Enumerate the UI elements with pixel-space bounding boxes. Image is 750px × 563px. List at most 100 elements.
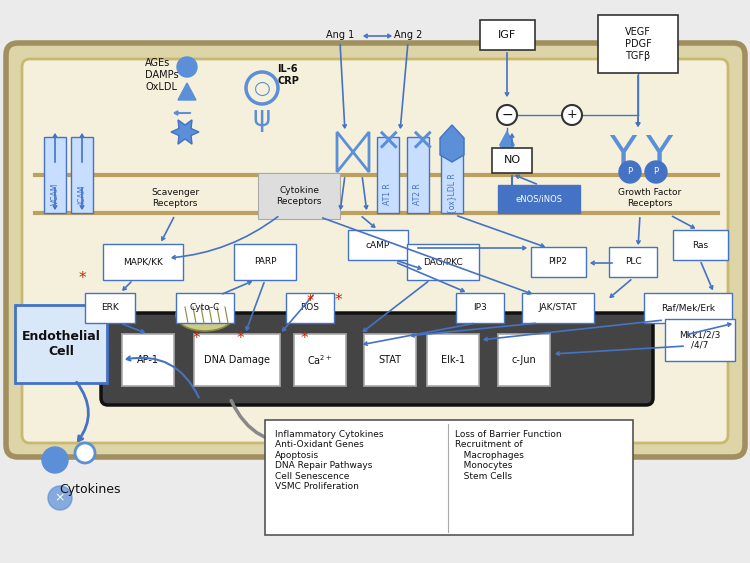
Text: *: *: [334, 293, 342, 307]
Text: AT1 R: AT1 R: [383, 183, 392, 205]
Text: *: *: [307, 293, 314, 307]
FancyBboxPatch shape: [101, 313, 653, 405]
Text: +: +: [567, 109, 578, 122]
Polygon shape: [499, 130, 515, 158]
Bar: [492, 148, 532, 173]
FancyBboxPatch shape: [22, 59, 728, 443]
Text: VCAM: VCAM: [50, 183, 59, 205]
Text: ERK: ERK: [101, 303, 118, 312]
Circle shape: [497, 105, 517, 125]
Circle shape: [48, 486, 72, 510]
Circle shape: [619, 161, 641, 183]
Polygon shape: [440, 125, 464, 162]
Bar: [407, 244, 479, 280]
Text: Loss of Barrier Function
Recruitment of
   Macrophages
   Monocytes
   Stem Cell: Loss of Barrier Function Recruitment of …: [455, 430, 562, 481]
Bar: [609, 247, 657, 277]
Bar: [234, 244, 296, 280]
Text: Ca$^{2+}$: Ca$^{2+}$: [308, 353, 333, 367]
Bar: [286, 293, 334, 323]
Text: ✕: ✕: [410, 128, 435, 158]
Bar: [348, 230, 408, 260]
Text: Growth Factor
Receptors: Growth Factor Receptors: [618, 188, 682, 208]
Text: Y: Y: [646, 133, 673, 176]
Bar: [71, 137, 93, 213]
Text: AGEs
DAMPs
OxLDL: AGEs DAMPs OxLDL: [145, 59, 178, 92]
Polygon shape: [178, 83, 196, 100]
Text: Elk-1: Elk-1: [441, 355, 465, 365]
Text: Ang 2: Ang 2: [394, 30, 422, 40]
Bar: [665, 319, 735, 361]
Bar: [644, 293, 732, 323]
Text: Ang 1: Ang 1: [326, 30, 354, 40]
Text: eNOS/iNOS: eNOS/iNOS: [515, 194, 562, 203]
Text: ✕: ✕: [375, 128, 400, 158]
Ellipse shape: [176, 299, 234, 331]
FancyBboxPatch shape: [6, 43, 745, 457]
Text: Scavenger
Receptors: Scavenger Receptors: [151, 188, 199, 208]
Text: Cyto-C: Cyto-C: [190, 303, 220, 312]
Text: Y: Y: [610, 133, 637, 176]
Text: STAT: STAT: [379, 355, 401, 365]
Bar: [530, 247, 586, 277]
Text: AT2 R: AT2 R: [413, 183, 422, 205]
Text: IGF: IGF: [498, 30, 516, 40]
Bar: [265, 420, 633, 535]
Polygon shape: [171, 120, 199, 144]
Text: cAMP: cAMP: [366, 240, 390, 249]
Bar: [44, 137, 66, 213]
Text: AP-1: AP-1: [137, 355, 159, 365]
Text: P: P: [628, 168, 632, 176]
Text: *: *: [78, 270, 86, 285]
Text: −: −: [501, 108, 513, 122]
Bar: [176, 293, 234, 323]
Text: ROS: ROS: [301, 303, 320, 312]
Text: IL-6
CRP: IL-6 CRP: [277, 64, 298, 86]
Text: Endothelial
Cell: Endothelial Cell: [22, 330, 101, 358]
Text: Mkk1/2/3
/4/7: Mkk1/2/3 /4/7: [680, 330, 721, 350]
Circle shape: [42, 447, 68, 473]
Bar: [364, 334, 416, 386]
Bar: [498, 334, 550, 386]
Bar: [427, 334, 479, 386]
Circle shape: [75, 443, 95, 463]
Bar: [498, 185, 580, 213]
Bar: [480, 20, 535, 50]
Bar: [294, 334, 346, 386]
Text: IP3: IP3: [473, 303, 487, 312]
Text: ○: ○: [254, 78, 271, 97]
Bar: [673, 230, 728, 260]
Text: *: *: [236, 330, 244, 346]
Bar: [456, 293, 504, 323]
Text: Raf/Mek/Erk: Raf/Mek/Erk: [661, 303, 715, 312]
Bar: [85, 293, 135, 323]
Text: Cytokines: Cytokines: [59, 484, 121, 497]
Text: NO: NO: [503, 155, 520, 165]
Text: {ox}LDL R: {ox}LDL R: [448, 173, 457, 215]
Bar: [258, 173, 340, 219]
Circle shape: [177, 57, 197, 77]
Text: PARP: PARP: [254, 257, 276, 266]
Circle shape: [562, 105, 582, 125]
Bar: [407, 137, 429, 213]
Text: PIP2: PIP2: [548, 257, 568, 266]
Text: ψ: ψ: [253, 104, 272, 132]
Text: DAG/PKC: DAG/PKC: [423, 257, 463, 266]
Bar: [441, 137, 463, 213]
Text: *: *: [300, 330, 307, 346]
Text: Cytokine
Receptors: Cytokine Receptors: [276, 186, 322, 205]
Text: ×: ×: [55, 491, 65, 504]
Text: *: *: [192, 330, 200, 346]
Text: ICAM: ICAM: [77, 184, 86, 204]
Bar: [377, 137, 399, 213]
Circle shape: [645, 161, 667, 183]
Text: c-Jun: c-Jun: [512, 355, 536, 365]
Text: JAK/STAT: JAK/STAT: [538, 303, 578, 312]
Bar: [522, 293, 594, 323]
Bar: [103, 244, 183, 280]
Text: DNA Damage: DNA Damage: [204, 355, 270, 365]
Bar: [598, 15, 678, 73]
Text: PLC: PLC: [625, 257, 641, 266]
Bar: [122, 334, 174, 386]
Text: MAPK/KK: MAPK/KK: [123, 257, 163, 266]
Text: P: P: [653, 168, 658, 176]
